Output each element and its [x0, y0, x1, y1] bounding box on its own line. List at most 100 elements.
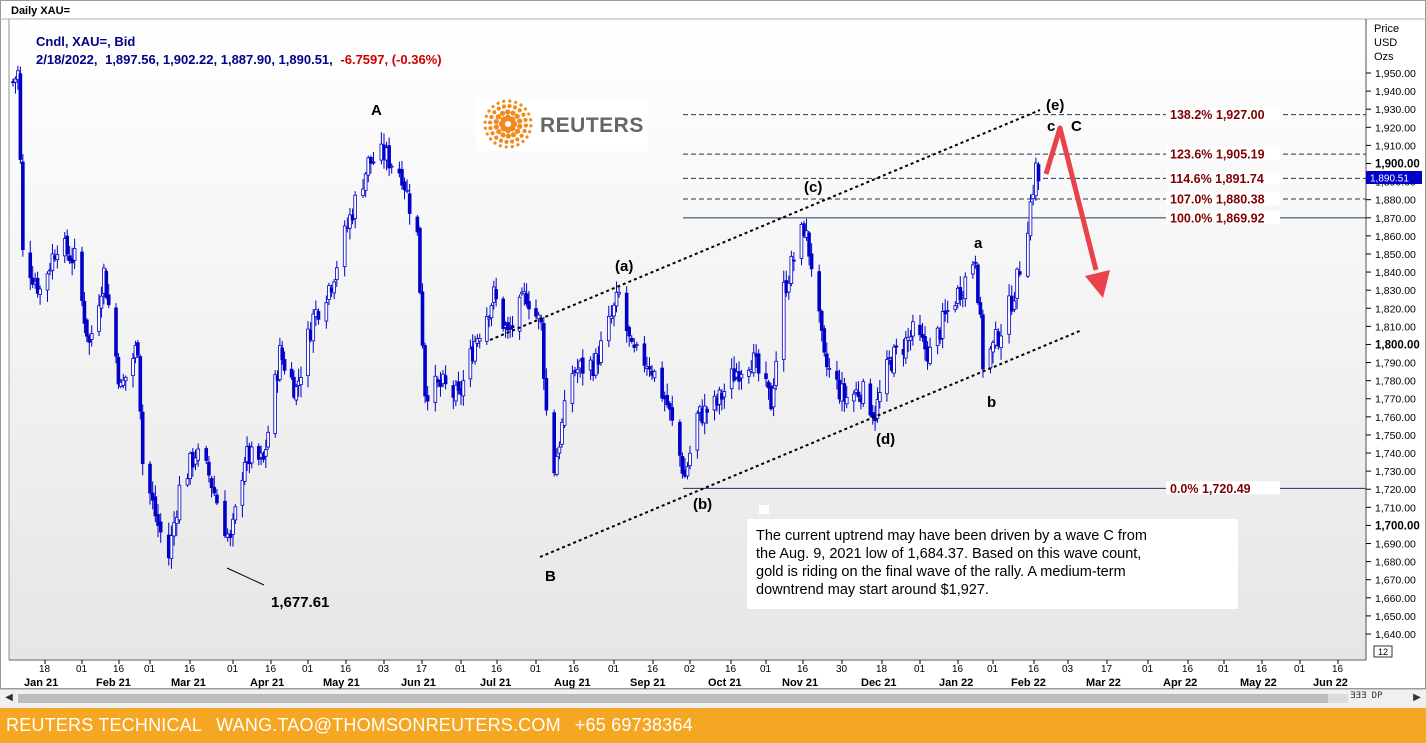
- x-month-label: Dec 21: [861, 677, 896, 689]
- footer-banner: REUTERS TECHNICAL WANG.TAO@THOMSONREUTERS…: [0, 708, 1426, 743]
- candle-body: [722, 391, 727, 398]
- logo-dot: [488, 137, 493, 141]
- candle-body: [536, 314, 541, 320]
- candle-body: [842, 383, 847, 402]
- scroll-left-icon[interactable]: ◀: [5, 692, 13, 703]
- candle-body: [799, 224, 804, 259]
- candle-body: [402, 181, 407, 191]
- x-month-label: Sep 21: [630, 677, 665, 689]
- annotation-text: The current uptrend may have been driven…: [756, 528, 1151, 598]
- candle-body: [484, 316, 489, 342]
- candle-body: [231, 518, 235, 535]
- y-tick-label: 1,720.00: [1375, 484, 1416, 496]
- candle-body: [387, 145, 391, 169]
- wave-label-c-paren: (c): [804, 179, 822, 196]
- logo-dot: [509, 139, 515, 144]
- axis-corner-box: [1373, 645, 1393, 658]
- y-tick-label: 1,880.00: [1375, 195, 1416, 207]
- fib-label: 0.0% 1,720.49: [1170, 482, 1251, 496]
- candle-body: [844, 397, 849, 405]
- x-day-label: 16: [113, 664, 125, 675]
- candle-body: [30, 277, 35, 285]
- x-day-label: 16: [340, 664, 352, 675]
- y-tick-label: 1,640.00: [1375, 629, 1416, 641]
- candle-body: [817, 271, 821, 312]
- candle-body: [981, 314, 985, 370]
- candle-body: [172, 522, 176, 537]
- logo-dot: [501, 104, 507, 109]
- y-tick-label: 1,940.00: [1375, 86, 1416, 98]
- x-day-label: 16: [491, 664, 503, 675]
- logo-dot: [512, 105, 518, 110]
- logo-dot: [523, 117, 528, 123]
- candle-body: [868, 383, 873, 416]
- candle-body: [991, 342, 995, 353]
- y-tick-label: 1,790.00: [1375, 358, 1416, 370]
- x-day-label: 18: [39, 664, 51, 675]
- candle-body: [389, 165, 394, 168]
- logo-dot: [529, 118, 533, 122]
- x-day-label: 16: [797, 664, 809, 675]
- logo-dot: [483, 120, 487, 124]
- candle-body: [976, 264, 980, 304]
- candle-body: [878, 392, 882, 402]
- candle-body: [825, 353, 829, 368]
- candle-body: [527, 301, 531, 310]
- candle-body: [918, 324, 922, 336]
- x-month-label: Jun 21: [401, 677, 436, 689]
- x-month-label: Apr 21: [250, 677, 284, 689]
- candle-body: [617, 292, 621, 295]
- candle-body: [278, 345, 282, 380]
- candle-body: [473, 341, 477, 362]
- candle-body: [45, 273, 50, 291]
- logo-dot: [498, 144, 502, 148]
- candle-body: [958, 287, 963, 300]
- candle-body: [361, 188, 365, 196]
- x-day-label: 16: [952, 664, 964, 675]
- candle-body: [454, 384, 458, 402]
- candle-body: [489, 305, 494, 319]
- candle-body: [756, 353, 761, 374]
- scroll-thumb[interactable]: [18, 694, 1328, 703]
- horizontal-scrollbar[interactable]: ◀ ƎƎƎ DP ▶: [0, 689, 1426, 708]
- candle-body: [294, 386, 299, 401]
- candle-body: [148, 463, 152, 494]
- y-axis: 1,640.00 1,650.00 1,660.00 1,670.00 1,680.00…: [1366, 68, 1420, 641]
- logo-dot: [505, 109, 511, 115]
- x-month-label: Apr 22: [1163, 677, 1197, 689]
- x-day-label: 16: [725, 664, 737, 675]
- logo-dot: [527, 112, 531, 116]
- x-day-label: 30: [836, 664, 848, 675]
- candle-body: [50, 253, 55, 272]
- candle-body: [781, 281, 786, 360]
- candle-body: [854, 389, 858, 393]
- candle-body: [599, 340, 603, 363]
- candle-body: [1026, 232, 1030, 277]
- candle-body: [609, 315, 614, 320]
- candle-body: [80, 251, 84, 301]
- candle-body: [1017, 271, 1022, 275]
- marker-square: [759, 505, 769, 514]
- candle-body: [425, 395, 430, 402]
- candle-body: [506, 322, 510, 331]
- logo-dot: [496, 129, 502, 135]
- logo-dot: [493, 124, 499, 130]
- candle-body: [517, 296, 522, 332]
- candle-body: [242, 461, 247, 482]
- candle-body: [405, 189, 409, 192]
- y-tick-label: 1,760.00: [1375, 412, 1416, 424]
- scroll-right-icon[interactable]: ▶: [1413, 692, 1421, 703]
- logo-dot: [522, 128, 527, 134]
- candle-body: [555, 455, 559, 475]
- candle-body: [423, 345, 427, 397]
- candle-body: [665, 394, 669, 406]
- x-month-label: Jun 22: [1313, 677, 1348, 689]
- candle-body: [510, 325, 515, 329]
- candle-body: [177, 484, 182, 521]
- candle-body: [114, 307, 118, 357]
- logo-dot: [523, 123, 529, 128]
- y-tick-label: 1,820.00: [1375, 303, 1416, 315]
- logo-dot: [487, 120, 493, 125]
- x-day-label: 16: [1332, 664, 1344, 675]
- candle-body: [642, 343, 647, 366]
